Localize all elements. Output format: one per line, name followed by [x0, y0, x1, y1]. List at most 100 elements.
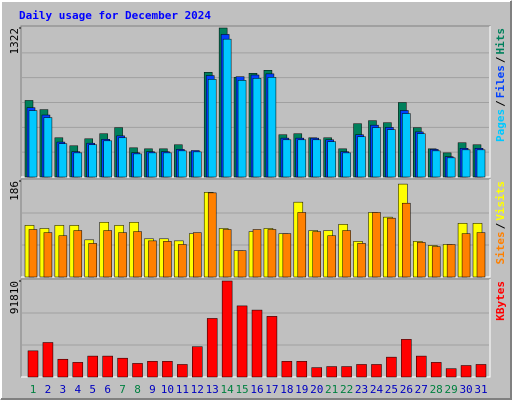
- bar: [297, 139, 307, 178]
- bar: [147, 361, 158, 378]
- bar: [251, 309, 263, 378]
- bar: [252, 78, 262, 178]
- bar: [103, 140, 112, 178]
- bar: [312, 139, 321, 178]
- bar: [133, 153, 142, 178]
- x-tick-label: 11: [176, 383, 189, 396]
- bar: [178, 244, 187, 278]
- bar: [132, 363, 143, 378]
- bar: [282, 139, 292, 178]
- bar: [461, 149, 471, 178]
- legend-entry: Pages: [494, 109, 507, 142]
- bar: [372, 127, 381, 178]
- x-tick-label: 29: [445, 383, 458, 396]
- bar: [430, 362, 442, 378]
- legend-entry: Sites: [494, 231, 507, 264]
- bar: [282, 233, 292, 278]
- x-tick-label: 16: [250, 383, 263, 396]
- x-tick-label: 15: [235, 383, 248, 396]
- bar: [28, 229, 38, 278]
- legend-entry: Files: [494, 65, 507, 98]
- bar: [417, 133, 426, 178]
- bar: [356, 364, 367, 378]
- bar: [312, 231, 321, 278]
- bar: [386, 356, 397, 378]
- bar: [326, 366, 337, 378]
- legend: Sites /Visits: [494, 181, 507, 265]
- y-tick-label: 91810: [8, 281, 21, 314]
- bar: [117, 357, 128, 378]
- bar: [267, 229, 277, 278]
- bar: [461, 233, 471, 278]
- x-tick-label: 12: [191, 383, 204, 396]
- x-tick-label: 17: [265, 383, 278, 396]
- bar: [476, 149, 486, 178]
- bar: [460, 365, 472, 378]
- bar: [417, 242, 426, 278]
- bar: [193, 151, 202, 178]
- x-tick-label: 7: [119, 383, 126, 396]
- bar: [103, 230, 112, 278]
- legend-entry: Hits: [494, 28, 507, 55]
- x-tick-label: 24: [370, 383, 384, 396]
- bar: [327, 235, 336, 278]
- bar: [475, 364, 487, 378]
- bar: [58, 143, 68, 178]
- x-tick-label: 26: [400, 383, 413, 396]
- x-tick-label: 8: [134, 383, 141, 396]
- y-tick-label: 186: [8, 181, 21, 201]
- bar: [207, 192, 217, 278]
- x-tick-label: 25: [385, 383, 398, 396]
- bar: [43, 232, 53, 278]
- chart-title: Daily usage for December 2024: [19, 9, 211, 22]
- bar: [118, 232, 127, 278]
- x-tick-label: 10: [161, 383, 174, 396]
- x-tick-label: 21: [325, 383, 338, 396]
- x-tick-label: 14: [221, 383, 235, 396]
- x-tick-label: 4: [74, 383, 81, 396]
- bar: [206, 318, 218, 378]
- bar: [342, 230, 351, 278]
- bar: [296, 361, 308, 378]
- bar: [73, 230, 83, 278]
- bar: [88, 144, 97, 178]
- bar: [163, 241, 172, 278]
- x-tick-label: 2: [45, 383, 52, 396]
- bar: [431, 150, 441, 178]
- bar: [222, 38, 232, 178]
- bar: [446, 244, 456, 278]
- bar: [401, 339, 412, 378]
- bar: [266, 316, 278, 378]
- legend: KBytes: [494, 281, 507, 321]
- x-tick-label: 28: [430, 383, 443, 396]
- bar: [387, 129, 396, 178]
- legend-separator: /: [494, 100, 507, 107]
- x-tick-label: 9: [149, 383, 156, 396]
- x-tick-label: 20: [310, 383, 323, 396]
- legend-entry: Visits: [494, 181, 507, 221]
- bar: [297, 212, 307, 278]
- x-tick-label: 22: [340, 383, 353, 396]
- bar: [267, 77, 277, 178]
- x-tick-label: 1: [30, 383, 37, 396]
- bar: [341, 366, 352, 378]
- bar: [207, 79, 217, 178]
- legend: Pages/Files/Hits: [494, 28, 507, 142]
- bar: [342, 152, 351, 178]
- legend-separator: /: [494, 56, 507, 63]
- bar: [178, 150, 187, 178]
- x-tick-label: 6: [104, 383, 111, 396]
- bar: [252, 229, 262, 278]
- x-tick-label: 27: [415, 383, 428, 396]
- bar: [476, 232, 486, 278]
- bar: [42, 342, 54, 378]
- bar: [148, 152, 157, 178]
- bar: [193, 232, 202, 278]
- bar: [102, 355, 113, 378]
- x-tick-label: 3: [60, 383, 67, 396]
- bar: [58, 235, 68, 278]
- bar: [372, 212, 381, 278]
- x-tick-label: 23: [355, 383, 368, 396]
